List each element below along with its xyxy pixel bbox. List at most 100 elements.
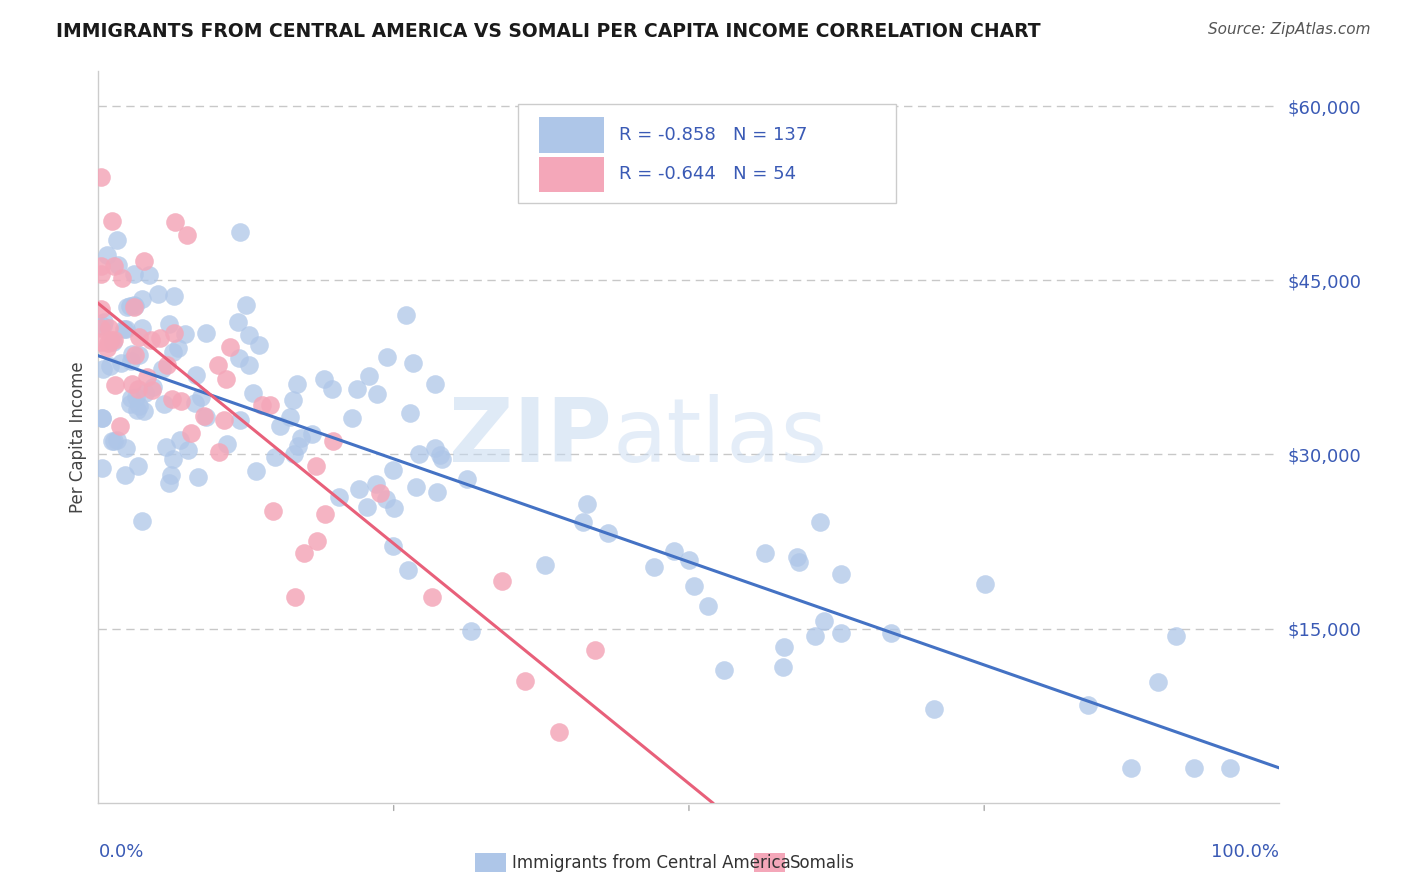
Point — [314, 507, 336, 521]
Point — [110, 356, 132, 370]
Point — [678, 552, 700, 566]
Point — [405, 480, 427, 494]
Point — [194, 410, 217, 425]
Point — [382, 501, 405, 516]
Point — [97, 321, 120, 335]
Point — [682, 579, 704, 593]
Point — [922, 701, 945, 715]
Point — [803, 628, 825, 642]
Point — [366, 386, 388, 401]
Point — [429, 448, 451, 462]
Point — [97, 336, 120, 351]
Point — [108, 419, 131, 434]
Point — [101, 434, 124, 449]
Point — [321, 382, 343, 396]
Point — [101, 334, 124, 349]
Point — [128, 399, 150, 413]
Point — [212, 413, 235, 427]
Point — [183, 396, 205, 410]
Point — [177, 442, 200, 457]
Point — [713, 663, 735, 677]
Point — [162, 345, 184, 359]
Point — [169, 434, 191, 448]
Point — [163, 288, 186, 302]
Point — [395, 309, 418, 323]
Point — [242, 385, 264, 400]
Point — [830, 626, 852, 640]
Point — [111, 271, 134, 285]
Point — [98, 359, 121, 373]
Point — [91, 460, 114, 475]
Point — [180, 425, 202, 440]
Point — [207, 358, 229, 372]
Point — [830, 567, 852, 582]
Point — [91, 361, 114, 376]
Point — [229, 225, 252, 239]
Point — [786, 549, 808, 564]
Point — [787, 555, 810, 569]
Point — [167, 341, 190, 355]
Point — [114, 321, 136, 335]
Point — [128, 329, 150, 343]
Point — [1219, 761, 1241, 775]
Point — [160, 392, 183, 406]
Point — [375, 491, 398, 506]
Point — [120, 354, 142, 368]
Point — [90, 321, 112, 335]
Point — [491, 574, 513, 588]
Point — [973, 577, 995, 591]
Point — [142, 380, 165, 394]
Point — [359, 369, 381, 384]
Point — [162, 452, 184, 467]
Text: Immigrants from Central America: Immigrants from Central America — [512, 854, 790, 871]
Point — [1182, 761, 1205, 775]
Text: IMMIGRANTS FROM CENTRAL AMERICA VS SOMALI PER CAPITA INCOME CORRELATION CHART: IMMIGRANTS FROM CENTRAL AMERICA VS SOMAL… — [56, 22, 1040, 41]
Point — [149, 331, 172, 345]
Point — [322, 434, 344, 448]
Point — [396, 563, 419, 577]
Point — [402, 355, 425, 369]
Point — [90, 302, 112, 317]
Point — [91, 410, 114, 425]
Point — [104, 378, 127, 392]
Point — [124, 348, 146, 362]
Point — [399, 406, 422, 420]
Point — [128, 348, 150, 362]
Point — [107, 258, 129, 272]
Point — [328, 490, 350, 504]
Point — [122, 268, 145, 282]
Point — [301, 427, 323, 442]
Point — [285, 377, 308, 392]
Point — [157, 475, 180, 490]
Point — [368, 486, 391, 500]
Text: 0.0%: 0.0% — [98, 843, 143, 861]
Point — [115, 300, 138, 314]
Point — [292, 546, 315, 560]
Point — [132, 404, 155, 418]
Text: Source: ZipAtlas.com: Source: ZipAtlas.com — [1208, 22, 1371, 37]
Point — [160, 467, 183, 482]
Point — [460, 624, 482, 638]
Point — [124, 390, 146, 404]
Point — [432, 452, 454, 467]
Point — [138, 268, 160, 282]
Point — [229, 413, 252, 427]
Point — [176, 228, 198, 243]
Point — [187, 470, 209, 484]
Point — [141, 383, 163, 397]
Text: Somalis: Somalis — [790, 854, 855, 871]
Point — [136, 369, 159, 384]
Point — [120, 397, 142, 411]
Point — [121, 347, 143, 361]
Point — [283, 392, 305, 407]
Point — [1077, 698, 1099, 712]
Point — [422, 590, 444, 604]
Point — [134, 385, 156, 400]
Point — [808, 516, 831, 530]
Point — [186, 368, 208, 382]
Point — [250, 398, 273, 412]
Point — [156, 359, 179, 373]
Point — [159, 318, 181, 332]
Point — [90, 169, 112, 184]
Point — [173, 326, 195, 341]
